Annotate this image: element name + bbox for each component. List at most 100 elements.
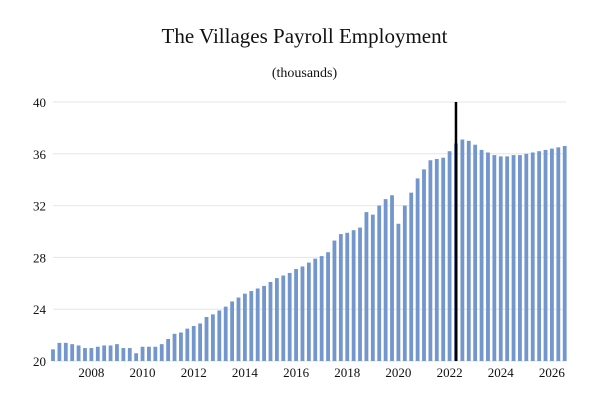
bar bbox=[383, 199, 388, 361]
bar bbox=[466, 140, 471, 361]
bar bbox=[345, 232, 350, 361]
x-tick-label: 2018 bbox=[334, 365, 360, 380]
bar bbox=[441, 157, 446, 361]
bar bbox=[287, 272, 292, 361]
bar bbox=[115, 344, 119, 361]
bar bbox=[281, 275, 286, 361]
bar bbox=[505, 156, 510, 361]
bar bbox=[134, 353, 139, 361]
bar bbox=[319, 256, 324, 361]
bar bbox=[57, 342, 62, 361]
bar bbox=[262, 285, 266, 361]
bar bbox=[83, 348, 87, 361]
bar bbox=[498, 156, 503, 361]
x-tick-label: 2024 bbox=[488, 365, 515, 380]
bar bbox=[530, 152, 535, 361]
y-tick-label: 36 bbox=[33, 147, 47, 162]
bar bbox=[204, 316, 209, 361]
bar bbox=[294, 269, 298, 361]
bar bbox=[338, 234, 343, 361]
bar bbox=[332, 240, 337, 361]
bar bbox=[543, 149, 548, 361]
bar bbox=[198, 323, 203, 361]
bar bbox=[102, 345, 107, 361]
bar bbox=[242, 293, 247, 361]
bar bbox=[255, 288, 260, 361]
bar bbox=[236, 297, 241, 361]
bar bbox=[524, 153, 529, 361]
bar bbox=[159, 344, 164, 361]
bar bbox=[492, 155, 497, 361]
bar bbox=[562, 146, 567, 361]
bar bbox=[550, 148, 554, 361]
bar bbox=[51, 349, 55, 361]
bar bbox=[230, 301, 235, 361]
x-tick-label: 2016 bbox=[283, 365, 310, 380]
x-tick-label: 2012 bbox=[181, 365, 207, 380]
bar bbox=[108, 345, 113, 361]
bar bbox=[479, 149, 484, 361]
bar bbox=[313, 258, 318, 361]
bar bbox=[179, 332, 183, 361]
y-axis-ticks: 20 24 28 32 36 40 bbox=[33, 95, 47, 369]
bar bbox=[473, 144, 478, 361]
bar bbox=[191, 326, 196, 361]
bar bbox=[409, 192, 414, 361]
bars bbox=[51, 139, 567, 361]
bar bbox=[76, 345, 81, 361]
bar bbox=[556, 147, 561, 361]
y-tick-label: 40 bbox=[33, 95, 46, 110]
bar bbox=[358, 227, 362, 361]
bar bbox=[300, 266, 305, 361]
bar bbox=[402, 205, 407, 361]
x-tick-label: 2022 bbox=[437, 365, 463, 380]
bar bbox=[364, 212, 369, 361]
y-tick-label: 20 bbox=[33, 354, 46, 369]
bar bbox=[306, 262, 311, 361]
bar bbox=[434, 158, 439, 361]
bar bbox=[370, 214, 375, 361]
bar bbox=[326, 252, 330, 361]
bar bbox=[121, 348, 126, 361]
y-tick-label: 24 bbox=[33, 302, 47, 317]
bar bbox=[223, 306, 228, 361]
bar bbox=[172, 333, 177, 361]
bar bbox=[428, 160, 433, 361]
chart-subtitle: (thousands) bbox=[271, 66, 338, 81]
bar bbox=[63, 342, 68, 361]
bar bbox=[153, 346, 158, 361]
bar bbox=[147, 346, 151, 361]
bar bbox=[460, 139, 465, 361]
bar bbox=[89, 348, 94, 361]
bar bbox=[422, 169, 426, 361]
x-tick-label: 2010 bbox=[130, 365, 156, 380]
bar bbox=[390, 195, 394, 361]
bar bbox=[211, 314, 215, 361]
bar bbox=[127, 348, 132, 361]
bar bbox=[377, 205, 382, 361]
y-tick-label: 32 bbox=[33, 199, 46, 214]
bar bbox=[140, 346, 145, 361]
bar bbox=[166, 338, 171, 361]
bar bbox=[70, 344, 75, 361]
bar bbox=[274, 278, 279, 361]
x-tick-label: 2014 bbox=[232, 365, 259, 380]
bar bbox=[396, 223, 401, 361]
bar bbox=[185, 328, 190, 361]
y-tick-label: 28 bbox=[33, 250, 46, 265]
x-tick-label: 2026 bbox=[539, 365, 566, 380]
bar bbox=[518, 155, 522, 361]
bar bbox=[351, 230, 356, 361]
bar bbox=[447, 151, 452, 361]
bar bbox=[249, 291, 254, 361]
x-tick-label: 2020 bbox=[385, 365, 411, 380]
bar bbox=[537, 151, 542, 361]
bar bbox=[511, 155, 516, 361]
x-tick-label: 2008 bbox=[78, 365, 104, 380]
bar bbox=[95, 346, 100, 361]
chart-title: The Villages Payroll Employment bbox=[161, 24, 448, 48]
bar bbox=[268, 282, 273, 361]
bar bbox=[486, 152, 490, 361]
bar bbox=[217, 310, 222, 361]
